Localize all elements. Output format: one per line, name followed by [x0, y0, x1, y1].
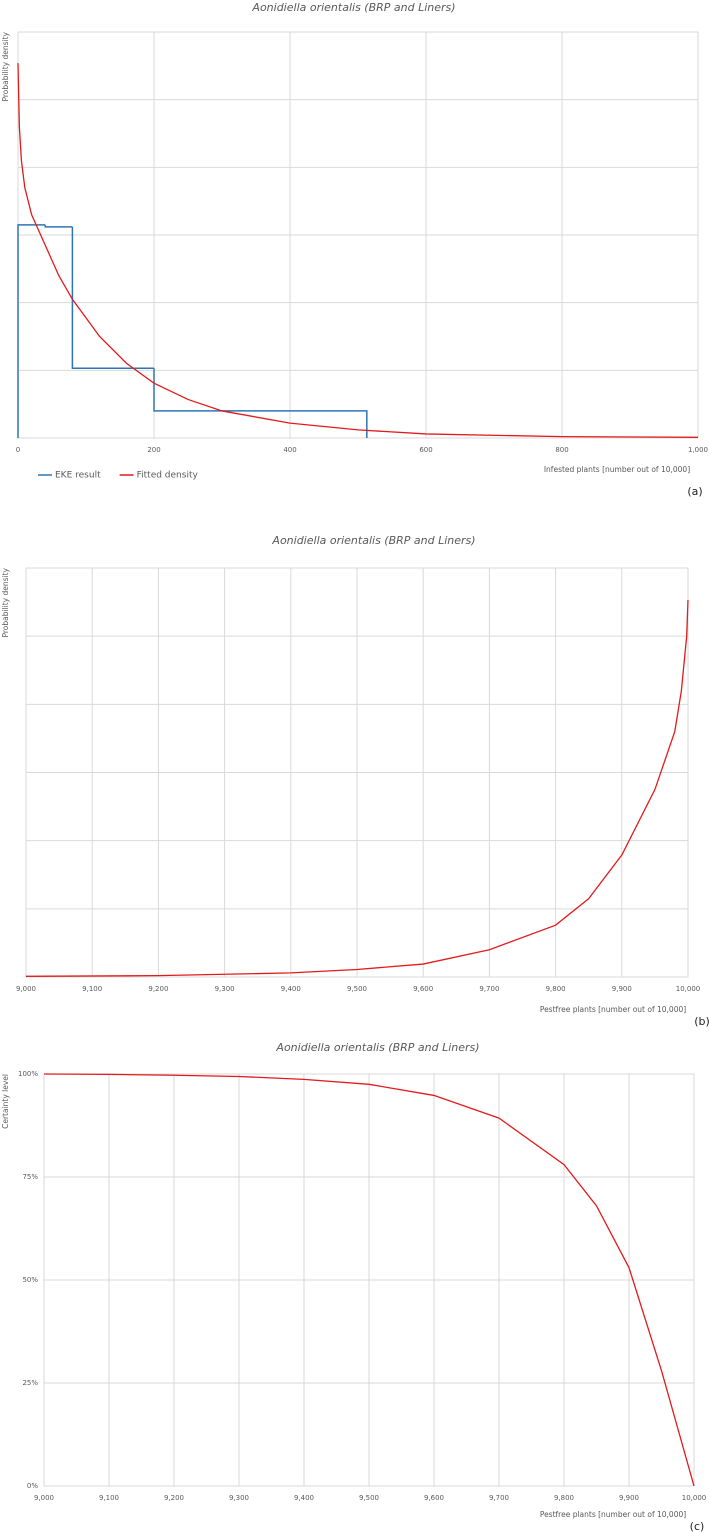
- y-tick-label: 50%: [22, 1276, 38, 1284]
- x-tick-label: 9,900: [619, 1494, 639, 1502]
- x-tick-label: 9,000: [34, 1494, 54, 1502]
- x-tick-label: 9,200: [164, 1494, 184, 1502]
- legend-label: EKE result: [55, 471, 101, 481]
- x-tick-label: 9,100: [82, 985, 102, 993]
- x-tick-label: 9,700: [489, 1494, 509, 1502]
- density-line: [17, 63, 699, 438]
- x-tick-label: 10,000: [676, 985, 701, 993]
- legend-label: Fitted density: [137, 471, 199, 481]
- y-tick-label: 0%: [27, 1482, 38, 1490]
- x-tick-label: 9,500: [347, 985, 367, 993]
- x-axis-label: Infested plants [number out of 10,000]: [544, 465, 690, 474]
- x-tick-label: 9,500: [359, 1494, 379, 1502]
- y-axis-label: Certainty level: [1, 1074, 10, 1129]
- density-line: [43, 1073, 695, 1487]
- panel-label: (b): [694, 1015, 709, 1028]
- x-tick-label: 1,000: [688, 446, 708, 454]
- x-tick-label: 600: [419, 446, 432, 454]
- x-tick-label: 9,700: [479, 985, 499, 993]
- y-axis-label: Probability density: [1, 567, 10, 637]
- chart-title: Aonidiella orientalis (BRP and Liners): [275, 1041, 479, 1054]
- x-tick-label: 9,600: [413, 985, 433, 993]
- x-tick-label: 9,900: [612, 985, 632, 993]
- x-tick-label: 9,200: [148, 985, 168, 993]
- x-tick-label: 9,800: [554, 1494, 574, 1502]
- x-tick-label: 0: [16, 446, 20, 454]
- y-tick-label: 100%: [18, 1070, 38, 1078]
- y-tick-label: 25%: [22, 1379, 38, 1387]
- x-tick-label: 9,400: [294, 1494, 314, 1502]
- x-tick-label: 800: [555, 446, 568, 454]
- x-axis-label: Pestfree plants [number out of 10,000]: [540, 1005, 686, 1014]
- x-tick-label: 400: [283, 446, 296, 454]
- histogram-step: [153, 368, 368, 438]
- chart-title: Aonidiella orientalis (BRP and Liners): [251, 1, 455, 14]
- histogram-step: [71, 226, 154, 370]
- x-tick-label: 9,400: [281, 985, 301, 993]
- x-tick-label: 10,000: [682, 1494, 707, 1502]
- panel-label: (a): [687, 485, 702, 498]
- histogram-step: [17, 224, 46, 438]
- x-tick-label: 9,800: [546, 985, 566, 993]
- x-tick-label: 9,300: [215, 985, 235, 993]
- x-tick-label: 9,300: [229, 1494, 249, 1502]
- y-axis-label: Probability density: [1, 31, 10, 101]
- x-tick-label: 9,600: [424, 1494, 444, 1502]
- density-line: [25, 600, 689, 977]
- x-tick-label: 9,100: [99, 1494, 119, 1502]
- y-tick-label: 75%: [22, 1173, 38, 1181]
- x-tick-label: 200: [147, 446, 160, 454]
- histogram-step: [44, 224, 73, 228]
- x-axis-label: Pestfree plants [number out of 10,000]: [540, 1510, 686, 1519]
- panel-label: (c): [690, 1520, 705, 1533]
- chart-title: Aonidiella orientalis (BRP and Liners): [271, 534, 475, 547]
- x-tick-label: 9,000: [16, 985, 36, 993]
